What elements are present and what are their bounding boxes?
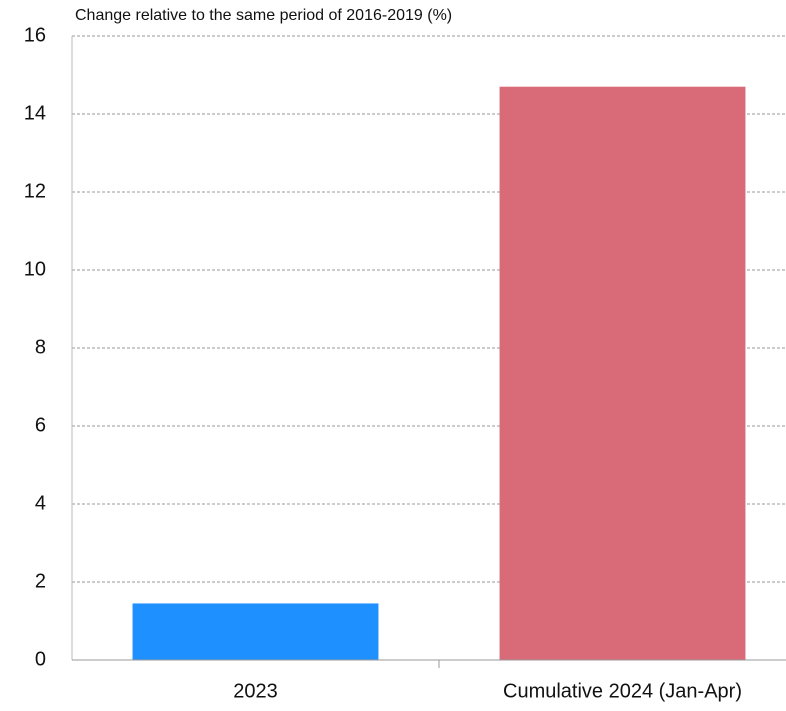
y-tick-label: 12 (24, 180, 46, 202)
x-tick-label: Cumulative 2024 (Jan-Apr) (503, 680, 742, 702)
bar (499, 86, 746, 660)
y-tick-label: 14 (24, 102, 46, 124)
y-tick-label: 8 (35, 336, 46, 358)
y-tick-label: 16 (24, 24, 46, 46)
y-tick-label: 4 (35, 492, 46, 514)
y-tick-label: 0 (35, 648, 46, 670)
bar (132, 603, 379, 660)
x-tick-label: 2023 (233, 680, 278, 702)
y-tick-label: 2 (35, 570, 46, 592)
y-tick-label: 6 (35, 414, 46, 436)
chart-title: Change relative to the same period of 20… (75, 7, 452, 24)
y-tick-label: 10 (24, 258, 46, 280)
